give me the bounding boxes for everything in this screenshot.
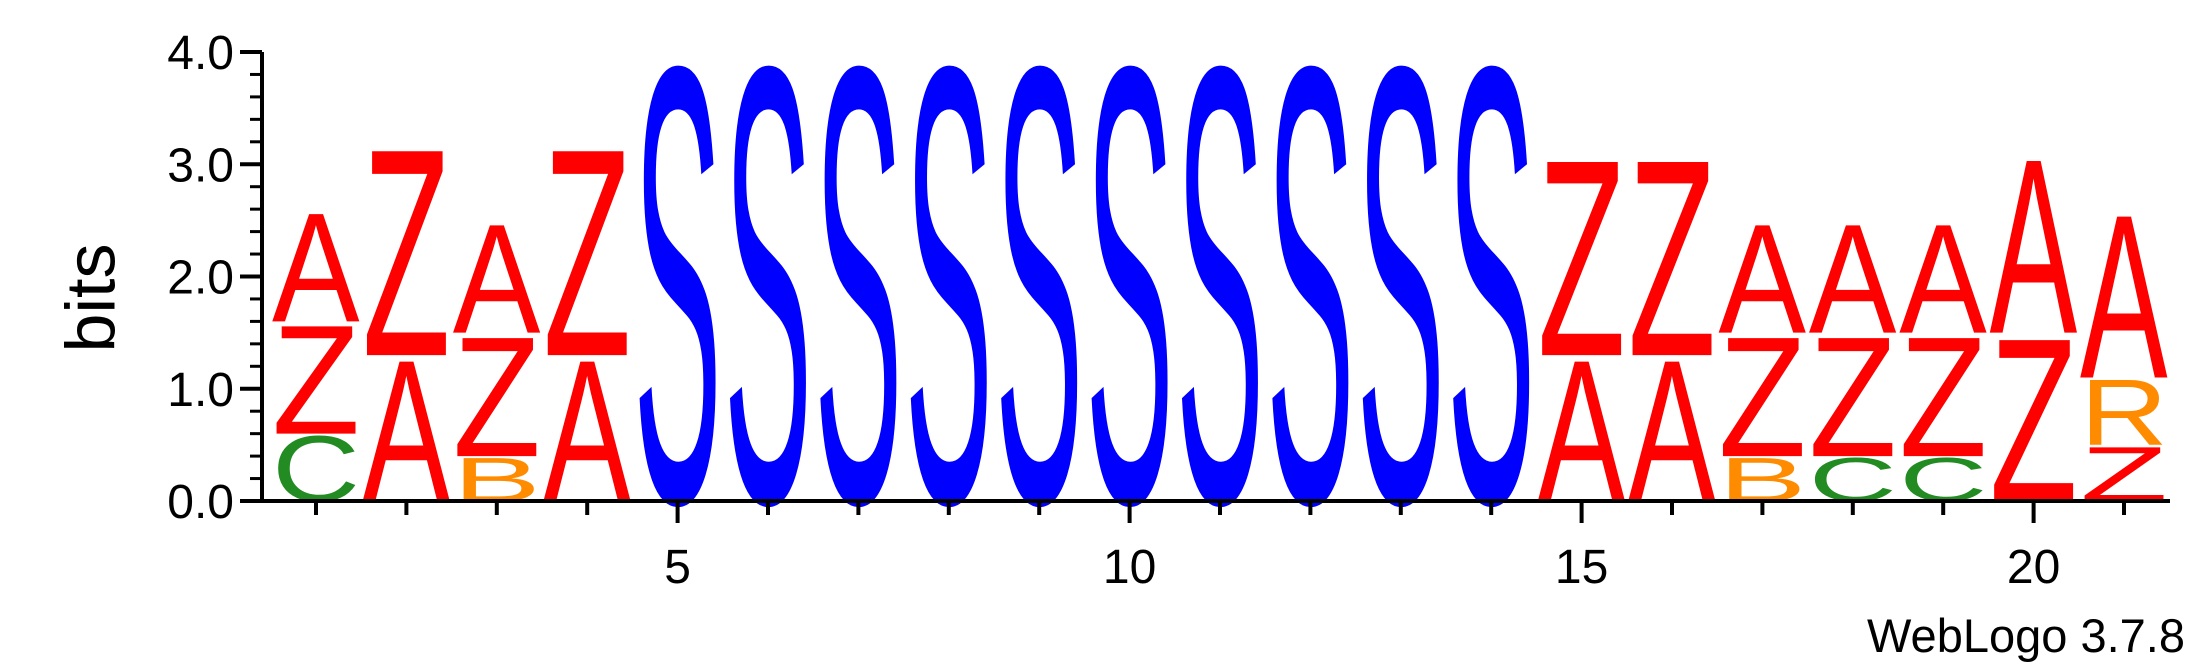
- x-tick-label: 5: [664, 541, 691, 594]
- logo-letter-a: A: [272, 181, 360, 355]
- logo-letter-r: R: [2080, 361, 2168, 465]
- x-tick-label: 10: [1103, 541, 1156, 594]
- y-tick-label: 1.0: [167, 364, 234, 417]
- logo-letter-s: S: [814, 0, 902, 634]
- logo-letter-s: S: [1357, 0, 1445, 634]
- logo-letter-z: Z: [453, 301, 541, 493]
- x-tick-label: 20: [2007, 541, 2060, 594]
- logo-letter-z: Z: [362, 88, 450, 419]
- y-tick-label: 0.0: [167, 476, 234, 529]
- logo-letter-z: Z: [272, 292, 360, 467]
- logo-letter-z: Z: [1538, 102, 1626, 415]
- logo-letter-z: Z: [1899, 301, 1987, 493]
- logo-letter-a: A: [1899, 192, 1987, 366]
- logo-letter-s: S: [1086, 0, 1174, 634]
- logo-letter-s: S: [995, 0, 1083, 634]
- y-axis-label: bits: [51, 244, 129, 353]
- y-tick-label: 4.0: [167, 27, 234, 80]
- logo-letter-s: S: [1176, 0, 1264, 634]
- logo-letter-a: A: [1718, 192, 1806, 366]
- logo-letter-z: Z: [543, 88, 631, 419]
- logo-letter-a: A: [1809, 192, 1897, 366]
- logo-letter-s: S: [1266, 0, 1354, 634]
- weblogo-credit: WebLogo 3.7.8: [1867, 609, 2185, 662]
- logo-letter-a: A: [2080, 167, 2168, 428]
- logo-letter-s: S: [905, 0, 993, 634]
- logo-letter-a: A: [453, 192, 541, 366]
- logo-letter-s: S: [724, 0, 812, 634]
- logo-letter-s: S: [634, 0, 722, 634]
- logo-letter-s: S: [1447, 0, 1535, 634]
- x-tick-label: 15: [1555, 541, 1608, 594]
- logo-letter-z: Z: [1718, 301, 1806, 493]
- axes-layer: 0.0 1.0 2.0 3.0 4.0 5 10 15 20: [167, 27, 2170, 594]
- logo-letter-z: Z: [1628, 102, 1716, 415]
- y-tick-label: 3.0: [167, 139, 234, 192]
- logo-letter-z: Z: [1809, 301, 1897, 493]
- y-tick-label: 2.0: [167, 252, 234, 305]
- logo-letter-a: A: [1990, 109, 2078, 387]
